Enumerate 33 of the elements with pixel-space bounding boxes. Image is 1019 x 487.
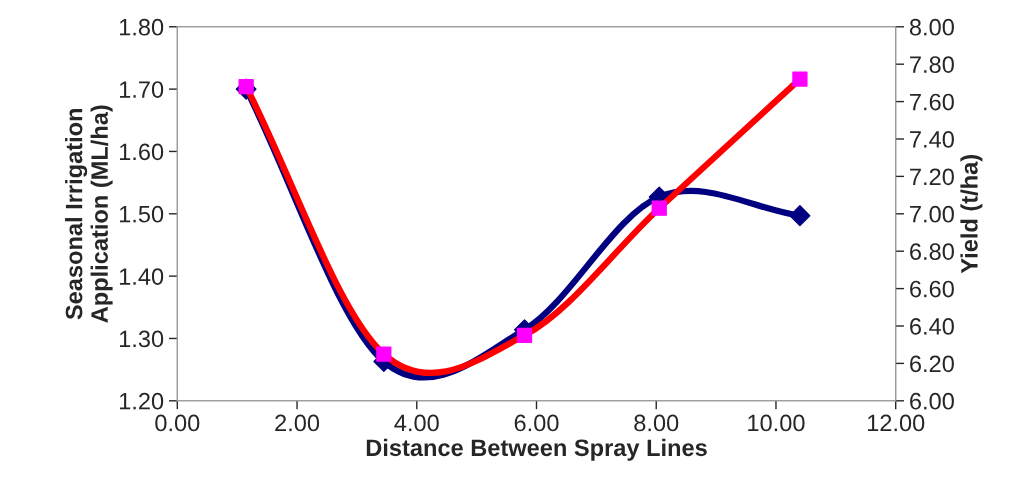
point [651,200,667,216]
y2-tick-label: 6.60 [910,280,954,298]
y-tick-label: 1.50 [119,205,164,223]
y-tick-label: 1.70 [119,81,164,98]
point [789,205,811,227]
y-tick-label: 1.40 [119,268,164,285]
x-axis-title: Distance Between Spray Lines [366,438,707,461]
point [376,346,392,362]
x-tick-label: 0.00 [155,414,200,432]
x-tick-label: 8.00 [634,414,679,432]
x-tick-label: 6.00 [514,414,559,432]
y2-tick-label: 6.00 [910,392,954,410]
y2-tick-label: 7.40 [910,131,954,148]
y2-tick-label: 7.60 [910,93,954,111]
y2-tick-label: 8.00 [909,18,954,36]
point [792,71,808,87]
y-axis-title: Seasonal Irrigation Application (ML/ha) [65,105,113,323]
x-tick-label: 4.00 [394,414,439,432]
y2-tick-label: 6.20 [910,355,954,373]
point [516,327,533,343]
y2-tick-label: 6.80 [910,243,954,260]
y-tick-label: 1.20 [119,392,164,410]
y2-tick-label: 7.80 [910,56,954,73]
y2-tick-label: 7.20 [910,168,954,186]
y-tick-label: 1.80 [119,18,164,36]
x-tick-label: 10.00 [748,414,805,432]
x-tick-label: 12.00 [867,414,925,432]
y2-axis-title: Yield (t/ha) [960,155,983,274]
y2-tick-label: 7.00 [910,205,954,223]
y-tick-label: 1.30 [119,330,164,348]
y-tick-label: 1.60 [119,143,164,161]
y2-tick-label: 6.40 [910,318,954,335]
x-tick-label: 2.00 [275,414,320,432]
